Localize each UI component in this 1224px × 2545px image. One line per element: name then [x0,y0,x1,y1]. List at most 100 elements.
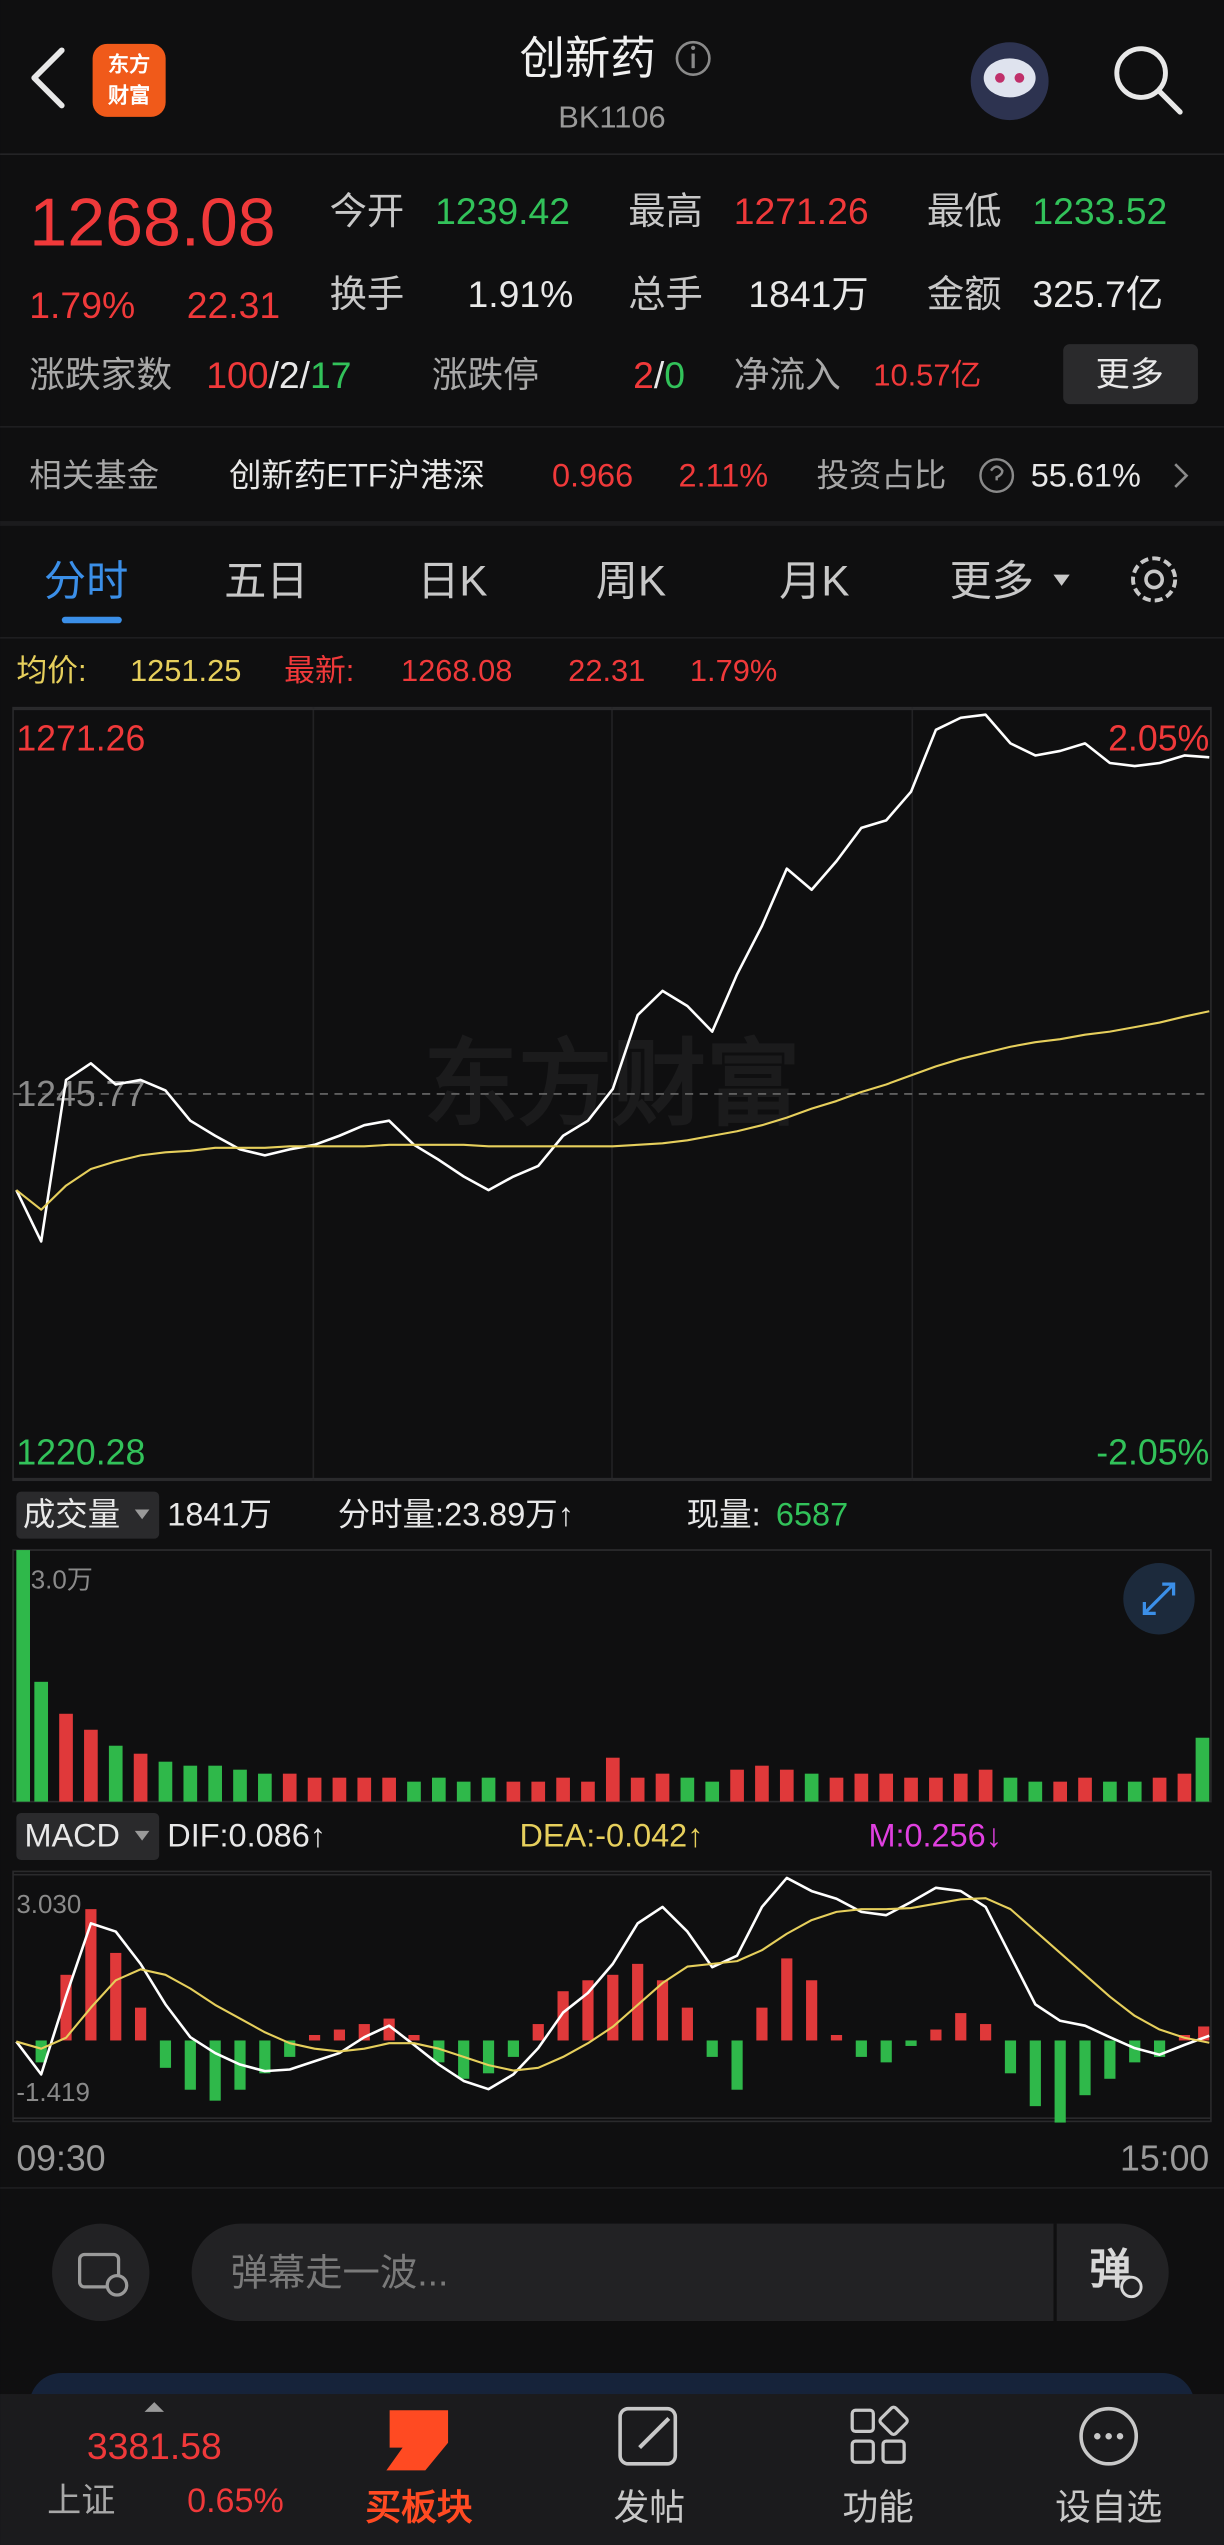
period-tab[interactable]: 五日 [224,558,308,605]
period-tab[interactable]: 周K [596,558,666,605]
breadth-flat: /2/ [269,354,311,396]
search-icon[interactable] [1114,46,1168,100]
nav-caret [144,2402,165,2412]
macd-bar [358,2024,370,2041]
macd-bar [582,1980,594,2041]
chevron[interactable] [1174,463,1189,488]
period-tab[interactable]: 分时 [44,558,128,605]
stat-value: 325.7亿 [1032,273,1163,315]
more-button-label[interactable]: 更多 [1096,356,1164,394]
avg-value: 1251.25 [130,653,241,688]
board-code: BK1106 [558,99,665,134]
nav-item[interactable]: 功能 [842,2488,913,2528]
nav-item[interactable]: 买板块 [365,2488,472,2528]
volume-selector[interactable] [16,1491,160,1539]
avatar-face [983,58,1036,98]
more-button[interactable] [1063,344,1198,405]
indicator-selector[interactable] [16,1812,160,1861]
macd-bar [259,2040,271,2074]
m-label: M:0.256↓ [868,1818,1002,1854]
index-change[interactable]: 0.65% [187,2482,284,2520]
y2-tick-label: 2.05% [1108,719,1209,759]
danmu-placeholder[interactable]: 弹幕走一波... [231,2251,449,2293]
period-tab[interactable]: 月K [779,558,849,605]
volume-bar [605,1757,620,1802]
limit-up: 2 [633,354,654,396]
stat-value: 1239.42 [435,190,570,232]
volume-bar [34,1681,49,1802]
volume-bar [332,1777,347,1802]
volume-selector-label[interactable]: 成交量 [23,1496,120,1532]
macd-bar [681,2007,693,2041]
last-change-pct: 1.79% [690,653,777,688]
index-value[interactable]: 3381.58 [87,2425,222,2467]
macd-bar [756,2007,768,2041]
volume-total: 1841万 [167,1496,272,1532]
volume-bar [655,1773,670,1802]
settings-icon-core [1144,569,1165,590]
avg-label: 均价: [16,653,86,688]
stat-label: 最低 [927,190,1002,232]
dropdown-caret [134,1830,150,1841]
volume-bar [133,1753,148,1802]
volume-bar [357,1777,372,1802]
macd-bar [557,1991,569,2041]
period-tab[interactable]: 更多 [950,558,1034,605]
macd-bar [656,1980,669,2041]
macd-bar [930,2029,942,2041]
volume-bar [282,1773,297,1802]
volume-bar [506,1781,521,1802]
macd-bar [905,2040,917,2046]
macd-bar [458,2040,470,2079]
dif-label: DIF:0.086↑ [167,1818,326,1854]
indicator-selector-label[interactable]: MACD [24,1818,120,1854]
nav-item[interactable]: 发帖 [614,2488,685,2528]
buy-board-icon [386,2410,449,2471]
logo-text: 财富 [108,82,150,107]
quote-stats: 今开 1239.42 最高 1271.26 最低 1233.52 换手 1.91% 总手 1841… [330,190,1168,315]
volume-bar [929,1777,943,1802]
stat-value: 1841万 [748,273,868,315]
volume-bar [630,1777,645,1802]
volume-bar [1003,1777,1018,1802]
nav-item[interactable]: 设自选 [1055,2488,1162,2528]
danmu-settings-button[interactable] [52,2223,150,2322]
bottom-nav [0,2394,1224,2545]
fund-price: 0.966 [552,458,633,494]
volume-bar [804,1773,819,1802]
stat-label: 总手 [628,273,703,315]
settings-icon[interactable] [1131,556,1178,603]
macd-bar [408,2035,420,2041]
macd-bar [632,1963,644,2041]
help-icon[interactable] [979,458,1015,494]
divider [0,521,1224,526]
macd-bar [1054,2040,1066,2123]
stat-label: 最高 [628,190,703,232]
dropdown-caret [134,1509,150,1520]
volume-bar [382,1777,396,1802]
danmu-input[interactable] [191,2223,1169,2322]
macd-bar [855,2040,867,2057]
series-line [15,713,1210,1243]
volume-bar [904,1777,918,1802]
macd-bar [284,2040,296,2057]
back-button[interactable] [31,47,65,109]
volume-bar [879,1773,894,1802]
volume-bar [531,1781,546,1802]
limit-down: 0 [664,354,685,396]
volume-bar [307,1777,322,1802]
period-tab[interactable]: 日K [417,558,487,605]
y-tick-label: 1245.77 [16,1074,145,1114]
volume-bar [1127,1781,1142,1802]
index-name[interactable]: 上证 [47,2482,115,2520]
info-icon[interactable] [675,40,711,76]
macd-chart-frame [12,1870,1212,2123]
post-icon [618,2406,678,2466]
fund-name[interactable]: 创新药ETF沪港深 [229,458,485,494]
macd-bar [209,2040,221,2101]
volume-bar [1195,1737,1210,1802]
volume-bar [854,1773,869,1802]
volume-bar [705,1781,720,1802]
